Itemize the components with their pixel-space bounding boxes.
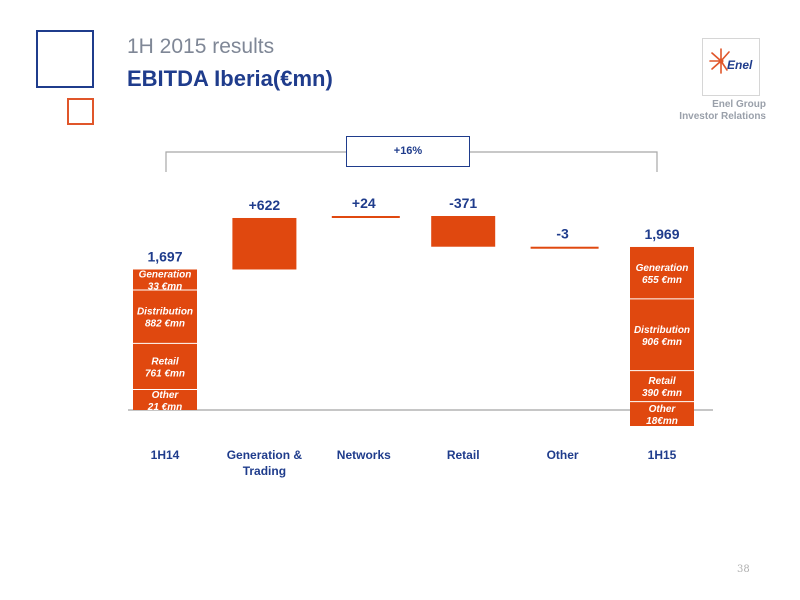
category-label-other: Other bbox=[547, 448, 579, 462]
category-label-retail: Retail bbox=[447, 448, 480, 462]
bar-1h15 bbox=[630, 246, 694, 426]
enel-logo-text: Enel bbox=[727, 58, 753, 72]
segment-value-1h15-generation: 655 €mn bbox=[642, 275, 682, 286]
segment-value-1h14-other: 21 €mn bbox=[147, 402, 182, 413]
org-line-1: Enel Group bbox=[712, 99, 766, 110]
slide-title: EBITDA Iberia(€mn) bbox=[127, 66, 333, 91]
segment-name-1h14-retail: Retail bbox=[151, 356, 178, 367]
segment-name-1h15-distribution: Distribution bbox=[634, 325, 690, 336]
category-label-1h14: 1H14 bbox=[151, 448, 180, 462]
segment-name-1h15-other: Other bbox=[649, 404, 677, 415]
bar-retail bbox=[431, 215, 496, 247]
segment-value-1h14-retail: 761 €mn bbox=[145, 368, 185, 379]
value-label-1h15: 1,969 bbox=[644, 226, 679, 242]
category-label-generation-trading: Generation & Trading bbox=[227, 448, 303, 478]
decor-square-orange bbox=[67, 98, 94, 125]
category-label-1h15: 1H15 bbox=[648, 448, 677, 462]
change-percent-box: +16% bbox=[346, 136, 470, 167]
enel-logo: Enel bbox=[702, 38, 760, 96]
value-label-1h14: 1,697 bbox=[147, 248, 182, 264]
org-line-2: Investor Relations bbox=[679, 111, 766, 122]
segment-value-1h15-retail: 390 €mn bbox=[642, 388, 682, 399]
value-label-generation-trading: +622 bbox=[249, 197, 281, 213]
bar-networks bbox=[331, 215, 400, 218]
value-label-networks: +24 bbox=[352, 195, 376, 211]
segment-name-1h15-generation: Generation bbox=[636, 263, 689, 274]
page-number: 38 bbox=[737, 564, 750, 575]
segment-name-1h14-other: Other bbox=[152, 390, 180, 401]
segment-name-1h14-generation: Generation bbox=[139, 270, 192, 281]
enel-logo-sun-icon bbox=[709, 48, 730, 74]
segment-name-1h15-retail: Retail bbox=[648, 376, 675, 387]
segment-value-1h14-distribution: 882 €mn bbox=[145, 319, 185, 330]
org-label: Enel Group Investor Relations bbox=[679, 99, 766, 123]
value-label-other: -3 bbox=[556, 226, 569, 242]
slide-subtitle: 1H 2015 results bbox=[127, 35, 275, 58]
value-label-retail: -371 bbox=[449, 195, 477, 211]
segment-value-1h15-other: 18€mn bbox=[646, 416, 678, 427]
bar-generation-trading bbox=[232, 217, 297, 270]
bar-1h14 bbox=[133, 269, 197, 410]
bar-other bbox=[530, 246, 599, 249]
category-label-networks: Networks bbox=[337, 448, 391, 462]
segment-name-1h14-distribution: Distribution bbox=[137, 307, 193, 318]
decor-square-blue bbox=[36, 30, 94, 88]
segment-value-1h14-generation: 33 €mn bbox=[148, 282, 182, 293]
segment-value-1h15-distribution: 906 €mn bbox=[642, 337, 682, 348]
